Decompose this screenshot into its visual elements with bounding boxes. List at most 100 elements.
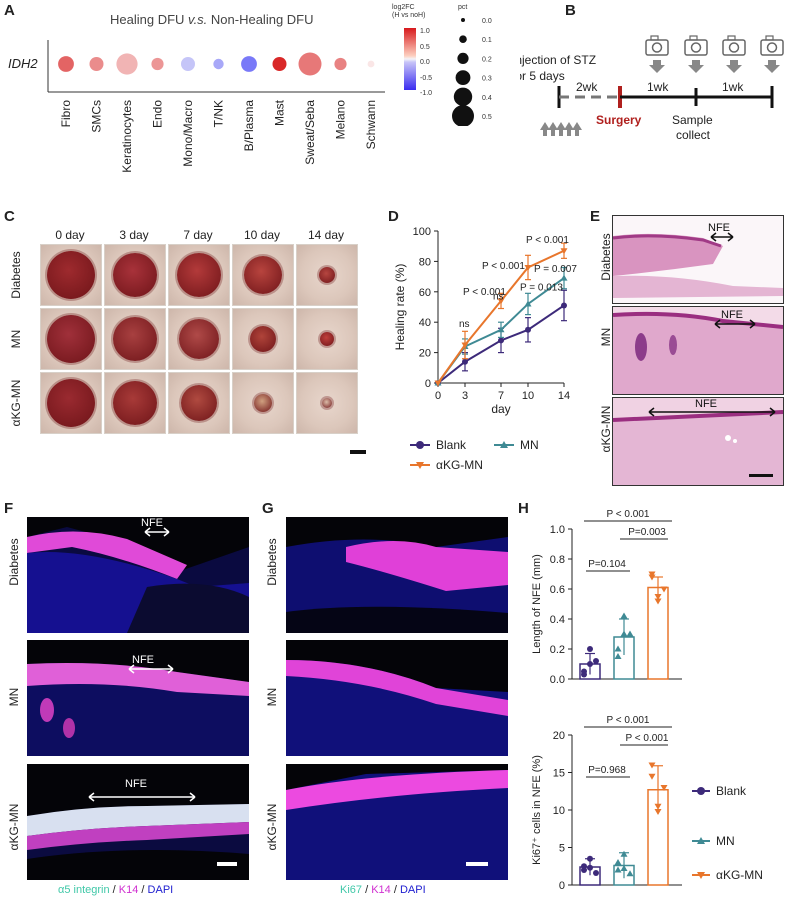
data-point <box>654 594 662 600</box>
colorbar <box>404 28 416 90</box>
wound-photo <box>232 308 294 370</box>
data-point <box>620 850 628 857</box>
data-point <box>593 870 599 876</box>
seg-2wk: 2wk <box>576 80 598 94</box>
colorbar-tick: -1.0 <box>420 90 433 97</box>
significance-annotation: P < 0.001 <box>482 261 525 272</box>
dot-sweatseba <box>298 52 322 76</box>
wound-photo <box>168 244 230 306</box>
wound-photo <box>232 372 294 434</box>
y-tick-label: 5 <box>559 843 565 855</box>
caption-sep: / <box>109 884 119 896</box>
cell-type-label: Keratinocytes <box>120 100 134 173</box>
wound-area <box>113 253 157 297</box>
panel-d-line-chart: 0 20 40 60 80 100 0 3 7 10 14 day Healing rate (%) ns… <box>393 226 577 472</box>
injection-text-2: for 5 days <box>520 69 565 83</box>
legend-label: MN <box>716 834 735 848</box>
gene-label: IDH2 <box>8 56 38 71</box>
legend-marker <box>416 441 424 449</box>
legend-marker <box>500 441 508 448</box>
wound-photo <box>40 244 102 306</box>
colorbar-ticks: 1.0 0.5 0.0 -0.5 -1.0 <box>420 24 432 102</box>
data-point <box>620 865 628 871</box>
wound-photo <box>104 244 166 306</box>
legend-marker <box>697 787 705 795</box>
size-legend-tick: 0.3 <box>482 76 492 83</box>
day-label: 10 day <box>243 228 281 242</box>
camera-lens <box>766 42 778 53</box>
wound-area <box>181 385 217 421</box>
caption-sep: / <box>362 884 372 896</box>
dot-mast <box>272 57 287 71</box>
wound-area <box>244 256 282 294</box>
panel-label-a: A <box>4 2 15 19</box>
caption-stain-1: α5 integrin <box>58 884 110 896</box>
wound-area <box>47 315 95 363</box>
camera-top <box>765 35 774 41</box>
injection-arrows <box>540 122 582 136</box>
data-point <box>434 380 442 387</box>
data-point <box>587 864 593 871</box>
dot-schwann <box>367 60 375 68</box>
cell-type-label: Schwann <box>364 100 378 149</box>
fl-image-mn <box>286 640 508 756</box>
y-tick-label: 0.4 <box>550 614 565 626</box>
panel-b-timeline: Injection of STZ for 5 days 2wk 1wk 1wk … <box>520 35 784 142</box>
day-label: 0 day <box>55 228 85 242</box>
x-tick-label: 14 <box>558 390 570 402</box>
size-legend-dot <box>459 35 467 43</box>
up-arrow-icon <box>556 122 566 136</box>
day-label: 14 day <box>307 228 345 242</box>
panel-a-title-pre: Healing DFU <box>110 12 189 27</box>
x-tick-label: 3 <box>462 390 468 402</box>
significance-annotation: ns <box>493 291 504 302</box>
camera-top <box>689 35 698 41</box>
camera-lens <box>651 42 663 53</box>
data-point <box>581 863 587 870</box>
dot-tnk <box>213 58 224 70</box>
data-point <box>593 658 599 664</box>
data-point <box>462 358 468 365</box>
legend-label: αKG-MN <box>436 458 483 472</box>
wound-photo <box>40 308 102 370</box>
caption-stain-2: K14 <box>371 884 391 896</box>
y-tick-label: 20 <box>419 348 431 360</box>
legend-marker <box>697 837 705 844</box>
significance-annotation: P < 0.001 <box>463 287 506 298</box>
scale-bar <box>466 862 488 866</box>
caption-stain-1: Ki67 <box>340 884 363 896</box>
nfe-arrow <box>88 792 196 802</box>
cell-type-label: T/NK <box>212 100 226 127</box>
wound-area <box>113 381 157 425</box>
wound-photo <box>168 372 230 434</box>
row-label-mn: MN <box>7 687 21 707</box>
cell-type-label: Mast <box>273 99 287 126</box>
significance-annotation: P < 0.001 <box>526 235 569 246</box>
data-point <box>648 762 656 769</box>
nfe-arrow <box>128 664 174 674</box>
data-point <box>560 248 568 255</box>
camera-top <box>650 35 659 41</box>
injection-text-1: Injection of STZ <box>520 53 596 67</box>
seg-1wk-b: 1wk <box>722 80 744 94</box>
dot-melano <box>334 57 347 71</box>
data-point <box>561 302 567 309</box>
significance-annotation: P < 0.001 <box>626 733 669 744</box>
row-label-akg-mn: αKG-MN <box>265 803 279 851</box>
data-point <box>620 630 628 637</box>
row-label-mn: MN <box>599 327 613 347</box>
legend-marker <box>697 872 705 879</box>
data-point <box>524 264 532 271</box>
x-tick-label: 7 <box>498 390 504 402</box>
he-image-mn: NFE <box>612 306 784 395</box>
y-tick-label: 0.2 <box>550 644 565 656</box>
panel-label-h: H <box>518 500 529 517</box>
up-arrow-icon <box>548 122 558 136</box>
row-label-akg-mn: αKG-MN <box>9 379 23 427</box>
panel-label-g: G <box>262 500 274 517</box>
panel-label-b: B <box>565 2 576 19</box>
surgery-label: Surgery <box>596 113 642 127</box>
dot-keratinocytes <box>116 53 138 75</box>
y-tick-label: 0.0 <box>550 674 565 686</box>
he-image-akg-mn: NFE <box>612 397 784 486</box>
